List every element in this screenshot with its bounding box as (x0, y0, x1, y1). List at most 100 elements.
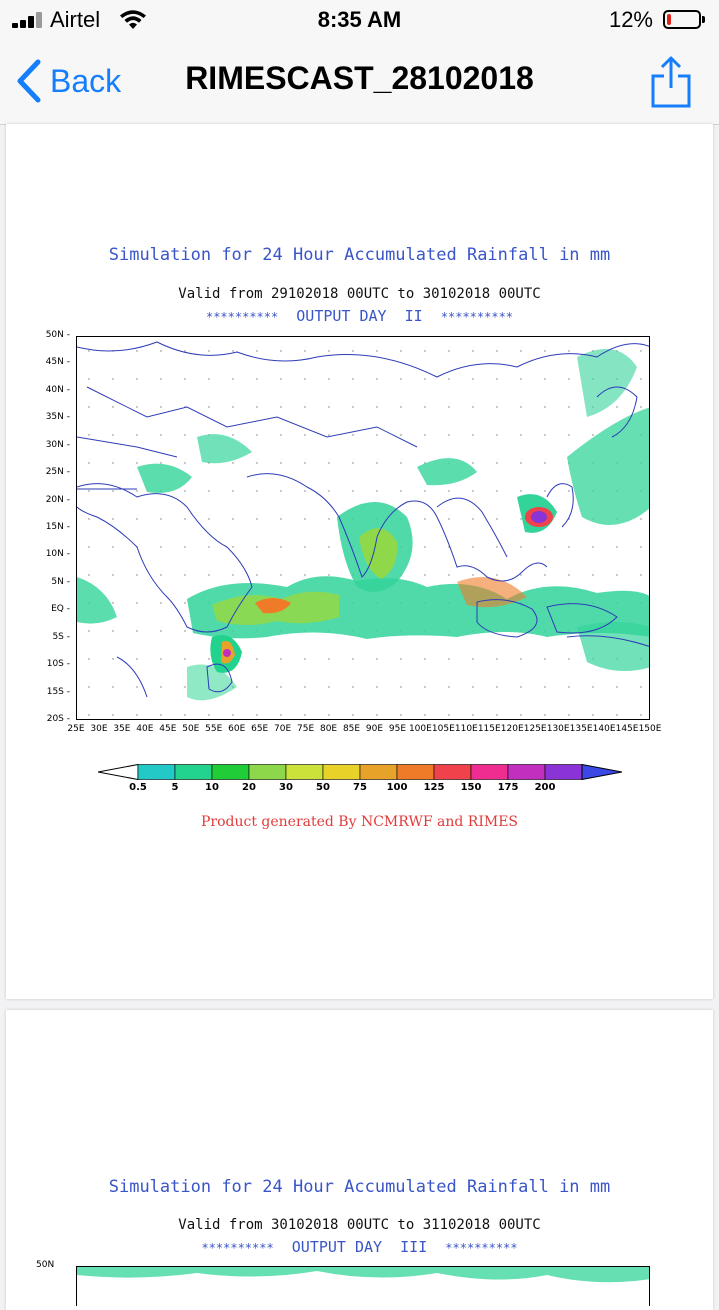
longitude-label: 135E (569, 724, 593, 734)
valid-period-2: Valid from 30102018 00UTC to 31102018 00… (178, 1217, 541, 1233)
navigation-bar: Back RIMESCAST_28102018 (0, 40, 719, 125)
longitude-label: 150E (638, 724, 662, 734)
valid-period: Valid from 29102018 00UTC to 30102018 00… (178, 286, 541, 302)
chart-title: Simulation for 24 Hour Accumulated Rainf… (108, 245, 611, 265)
latitude-label: 5S - (52, 631, 70, 642)
legend-swatch (137, 764, 176, 780)
latitude-label: 10S - (46, 659, 70, 670)
legend-swatch (174, 764, 213, 780)
latitude-label: EQ - (51, 604, 70, 615)
latitude-label: 15N - (45, 522, 70, 532)
legend-swatch (396, 764, 435, 780)
legend-value: 10 (205, 782, 219, 793)
legend-value: 50 (316, 782, 330, 793)
back-label: Back (50, 62, 122, 99)
stars-left-2: ********** (201, 1241, 274, 1255)
longitude-label: 110E (454, 724, 478, 734)
share-icon[interactable] (649, 54, 693, 110)
latitude-label-top: 50N (36, 1260, 55, 1270)
document-page-2[interactable]: Simulation for 24 Hour Accumulated Rainf… (6, 1010, 713, 1310)
longitude-label: 115E (477, 724, 501, 734)
back-button[interactable]: Back (14, 58, 121, 104)
product-credit: Product generated By NCMRWF and RIMES (200, 814, 519, 830)
longitude-label: 35E (113, 724, 131, 734)
legend-swatch (507, 764, 546, 780)
rainfall-map-graphic (77, 337, 649, 719)
legend-swatch (322, 764, 361, 780)
longitude-label: 30E (90, 724, 108, 734)
latitude-label: 25N - (45, 467, 70, 478)
longitude-label: 55E (205, 724, 223, 734)
battery-percentage: 12% (608, 7, 653, 32)
battery-level (667, 14, 671, 25)
longitude-label: 45E (159, 724, 177, 734)
status-time: 8:35 AM (317, 7, 402, 32)
legend-swatch (211, 764, 250, 780)
legend-value: 30 (279, 782, 293, 793)
output-day-line-2: ********** OUTPUT DAY III ********** (6, 1238, 713, 1256)
stars-right-2: ********** (445, 1241, 518, 1255)
legend-values: 0.5 5 10 20 30 50 75 100 125 150 175 200 (98, 782, 622, 796)
longitude-label: 25E (67, 724, 85, 734)
longitude-label: 80E (319, 724, 338, 734)
legend-swatch (359, 764, 398, 780)
latitude-label: 40N - (45, 384, 70, 395)
legend-swatch (285, 764, 324, 780)
rainfall-color-legend (98, 764, 622, 780)
longitude-label: 95E (388, 724, 407, 734)
longitude-label: 100E (408, 724, 432, 734)
legend-value: 200 (534, 782, 556, 793)
longitude-label: 105E (431, 724, 455, 734)
output-day: OUTPUT DAY II (296, 307, 423, 325)
latitude-label: 20S - (46, 714, 70, 724)
output-day-2: OUTPUT DAY III (291, 1238, 428, 1256)
latitude-label: 50N - (45, 330, 70, 340)
wifi-icon (120, 10, 146, 29)
longitude-label: 70E (274, 724, 292, 734)
cellular-signal-icon (12, 12, 44, 28)
longitude-label: 120E (500, 724, 524, 734)
legend-swatch (248, 764, 287, 780)
legend-value: 75 (353, 782, 367, 793)
longitude-label: 50E (182, 724, 200, 734)
legend-swatch (544, 764, 583, 780)
legend-value: 150 (460, 782, 482, 793)
legend-end-high (581, 764, 622, 780)
longitude-label: 65E (251, 724, 269, 734)
longitude-label: 60E (228, 724, 246, 734)
longitude-label: 140E (592, 724, 616, 734)
rainfall-map (76, 336, 650, 720)
legend-value: 5 (171, 782, 179, 793)
latitude-label: 35N - (45, 412, 70, 423)
longitude-label: 130E (546, 724, 570, 734)
legend-value: 100 (386, 782, 408, 793)
longitude-label: 90E (365, 724, 384, 734)
chart-title-2: Simulation for 24 Hour Accumulated Rainf… (108, 1177, 611, 1197)
legend-value: 0.5 (129, 782, 147, 793)
legend-value: 20 (242, 782, 256, 793)
stars-left: ********** (205, 310, 279, 324)
latitude-label: 20N - (45, 494, 70, 505)
legend-value: 125 (423, 782, 445, 793)
latitude-label: 30N - (45, 439, 70, 450)
longitude-label: 85E (342, 724, 361, 734)
latitude-label: 15S - (46, 686, 70, 697)
legend-swatch (433, 764, 472, 780)
legend-value: 175 (497, 782, 519, 793)
legend-swatch (470, 764, 509, 780)
rainfall-shading (77, 349, 649, 701)
output-day-line: ********** OUTPUT DAY II ********** (6, 307, 713, 325)
battery-icon (663, 10, 705, 29)
longitude-label: 125E (523, 724, 547, 734)
coastlines (77, 341, 649, 698)
chevron-left-icon (17, 59, 41, 103)
latitude-label: 45N - (45, 357, 70, 368)
latitude-label: 5N - (51, 576, 70, 587)
rainfall-map-2 (76, 1266, 650, 1306)
latitude-label: 10N - (45, 549, 70, 560)
longitude-label: 40E (136, 724, 154, 734)
carrier-name: Airtel (50, 7, 101, 32)
legend-end-low (98, 764, 139, 780)
document-page-1[interactable]: Simulation for 24 Hour Accumulated Rainf… (6, 124, 713, 999)
stars-right: ********** (440, 310, 514, 324)
